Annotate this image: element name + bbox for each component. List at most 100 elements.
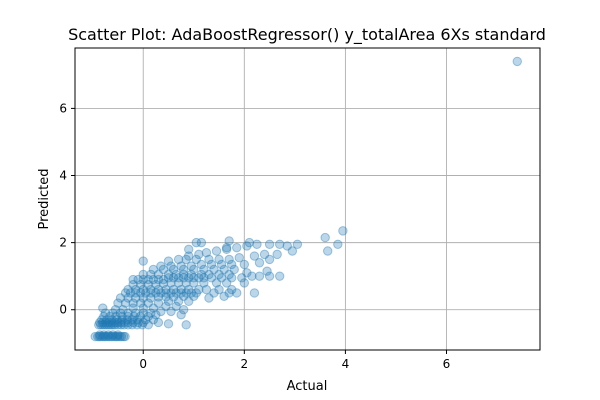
data-point xyxy=(237,273,247,283)
data-point xyxy=(128,317,138,328)
data-point xyxy=(194,249,204,260)
data-point xyxy=(153,269,164,280)
data-point xyxy=(113,320,123,330)
data-point xyxy=(119,317,129,328)
data-point xyxy=(512,56,522,67)
data-point xyxy=(232,288,242,298)
data-point xyxy=(110,320,120,330)
data-point xyxy=(229,264,239,275)
y-tick-label: 0 xyxy=(59,303,67,317)
data-point xyxy=(242,241,252,251)
data-point xyxy=(113,298,123,308)
data-point xyxy=(100,308,111,318)
data-point xyxy=(264,239,275,250)
data-point xyxy=(264,271,275,281)
data-point xyxy=(104,317,114,328)
data-point xyxy=(196,237,207,248)
data-point xyxy=(98,320,108,330)
data-point xyxy=(206,273,217,283)
chart-title: Scatter Plot: AdaBoostRegressor() y_tota… xyxy=(68,25,546,45)
data-point xyxy=(204,254,214,265)
data-point xyxy=(127,315,137,325)
data-point xyxy=(104,331,115,342)
data-point xyxy=(254,271,265,281)
data-point xyxy=(181,254,191,265)
data-point xyxy=(138,308,148,318)
data-point xyxy=(151,279,161,290)
data-point xyxy=(120,331,130,342)
y-axis-ticks: 0 2 4 6 xyxy=(59,101,75,317)
data-point xyxy=(178,269,189,280)
x-tick-label: 6 xyxy=(443,357,451,371)
data-point xyxy=(123,320,133,330)
data-point xyxy=(224,269,234,280)
data-point xyxy=(163,269,174,280)
data-point xyxy=(148,315,159,325)
data-point xyxy=(151,288,161,298)
data-point xyxy=(189,264,199,275)
data-point xyxy=(168,284,179,295)
data-point xyxy=(98,303,108,313)
data-point xyxy=(133,317,143,328)
data-point xyxy=(176,288,186,298)
data-point xyxy=(158,278,169,289)
data-point xyxy=(171,269,181,280)
data-point xyxy=(143,274,153,285)
y-tick-label: 4 xyxy=(59,169,67,183)
data-point xyxy=(115,331,125,342)
data-point xyxy=(120,298,131,308)
data-point xyxy=(130,293,141,303)
data-point xyxy=(127,320,137,330)
data-point xyxy=(176,261,186,271)
data-point xyxy=(135,311,145,322)
x-tick-label: 0 xyxy=(139,357,147,371)
data-point xyxy=(209,288,219,298)
data-point xyxy=(282,241,292,251)
data-point xyxy=(224,236,234,246)
data-point xyxy=(173,278,184,288)
data-point xyxy=(106,320,116,330)
data-point xyxy=(244,237,255,248)
data-point xyxy=(153,298,164,308)
data-point xyxy=(320,232,330,243)
data-point xyxy=(153,292,164,302)
data-point xyxy=(178,305,189,315)
data-point xyxy=(161,288,171,298)
data-point xyxy=(206,259,217,270)
data-point xyxy=(153,317,164,328)
data-point xyxy=(204,269,214,280)
data-point xyxy=(108,331,118,342)
data-point xyxy=(224,254,234,265)
data-point xyxy=(166,306,176,317)
data-point xyxy=(168,264,179,275)
data-point xyxy=(151,310,161,320)
data-point xyxy=(264,254,275,265)
data-point xyxy=(123,317,133,328)
data-point xyxy=(99,330,109,340)
data-point xyxy=(102,315,112,325)
data-point xyxy=(94,320,104,330)
data-point xyxy=(191,288,202,298)
data-point xyxy=(146,288,156,298)
data-point xyxy=(158,274,169,285)
data-point xyxy=(247,271,257,281)
data-point xyxy=(141,315,151,325)
data-point xyxy=(138,284,148,295)
data-point xyxy=(194,273,204,283)
data-point xyxy=(224,288,234,298)
data-point xyxy=(178,273,189,283)
data-point xyxy=(130,284,141,295)
data-point xyxy=(143,279,153,290)
data-point xyxy=(153,274,164,285)
x-axis-label: Actual xyxy=(287,379,328,394)
data-point xyxy=(199,278,209,288)
data-point xyxy=(216,273,227,283)
data-point xyxy=(181,320,191,330)
data-point xyxy=(138,317,148,328)
data-point xyxy=(146,308,156,318)
data-point xyxy=(161,284,171,295)
data-point xyxy=(116,331,127,342)
data-point xyxy=(239,278,250,288)
data-point xyxy=(191,237,202,248)
data-point xyxy=(130,288,141,298)
